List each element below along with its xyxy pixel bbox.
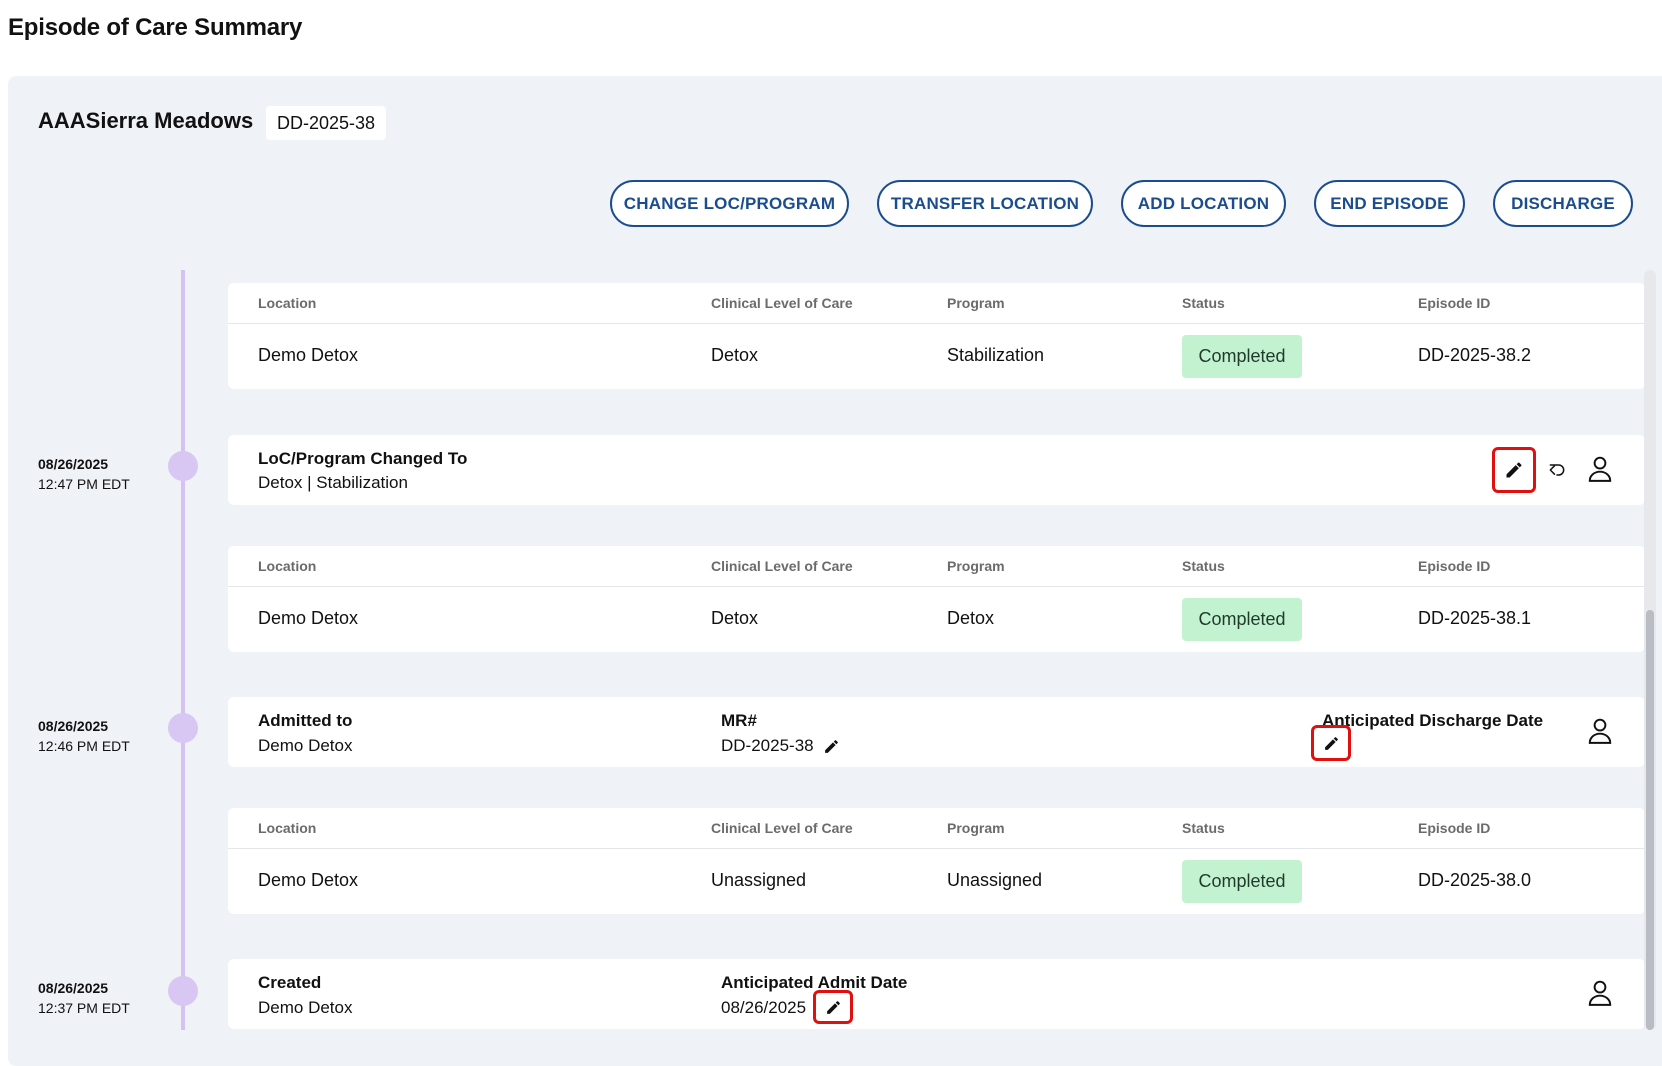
end-episode-button[interactable]: END EPISODE [1314, 180, 1465, 227]
edit-pencil-icon[interactable] [813, 990, 853, 1024]
episode-chip: DD-2025-38 [266, 106, 387, 140]
column-clinical-level: Clinical Level of Care [711, 295, 853, 311]
column-location: Location [258, 820, 317, 836]
cell-program: Stabilization [947, 345, 1045, 365]
timeline-line [181, 270, 185, 1030]
mr-value: DD-2025-38 [721, 736, 814, 755]
scrollbar-thumb[interactable] [1646, 610, 1654, 1030]
event-timestamp: 08/26/2025 12:37 PM EDT [38, 978, 130, 1018]
location-table: Location Clinical Level of Care Program … [228, 283, 1645, 389]
column-clinical-level: Clinical Level of Care [711, 820, 853, 836]
column-status: Status [1182, 558, 1225, 574]
column-program: Program [947, 558, 1005, 574]
page-title: Episode of Care Summary [8, 14, 303, 41]
cell-clinical-level: Detox [711, 608, 759, 628]
cell-clinical-level: Unassigned [711, 870, 807, 890]
column-location: Location [258, 295, 317, 311]
timeline-dot [168, 451, 198, 481]
discharge-button[interactable]: DISCHARGE [1493, 180, 1633, 227]
mr-label: MR# [721, 711, 757, 730]
event-date: 08/26/2025 [38, 980, 109, 996]
timeline-dot [168, 976, 198, 1006]
change-loc-program-button[interactable]: CHANGE LOC/PROGRAM [610, 180, 849, 227]
status-badge: Completed [1182, 598, 1302, 641]
event-card-created: Created Demo Detox Anticipated Admit Dat… [228, 959, 1645, 1029]
event-subtitle: Demo Detox [258, 736, 353, 755]
column-location: Location [258, 558, 317, 574]
edit-pencil-icon[interactable] [820, 735, 842, 757]
event-timestamp: 08/26/2025 12:47 PM EDT [38, 454, 130, 494]
location-table: Location Clinical Level of Care Program … [228, 546, 1645, 652]
column-clinical-level: Clinical Level of Care [711, 558, 853, 574]
edit-pencil-icon[interactable] [1492, 447, 1536, 493]
event-date: 08/26/2025 [38, 718, 109, 734]
cell-location: Demo Detox [258, 345, 359, 365]
column-program: Program [947, 295, 1005, 311]
facility-name: AAASierra Meadows [38, 108, 254, 133]
table-header: Location Clinical Level of Care Program … [228, 283, 1645, 324]
table-header: Location Clinical Level of Care Program … [228, 808, 1645, 849]
cell-episode-id: DD-2025-38.1 [1418, 608, 1532, 628]
user-icon[interactable] [1583, 714, 1617, 748]
cell-episode-id: DD-2025-38.0 [1418, 870, 1532, 890]
anticipated-admit-value: 08/26/2025 [721, 998, 807, 1017]
anticipated-admit-label: Anticipated Admit Date [721, 973, 908, 992]
event-subtitle: Demo Detox [258, 998, 353, 1017]
cell-location: Demo Detox [258, 870, 359, 890]
event-time: 12:37 PM EDT [38, 1000, 130, 1016]
undo-icon[interactable] [1542, 455, 1572, 485]
cell-location: Demo Detox [258, 608, 359, 628]
event-time: 12:46 PM EDT [38, 738, 130, 754]
event-time: 12:47 PM EDT [38, 476, 130, 492]
cell-clinical-level: Detox [711, 345, 759, 365]
cell-program: Unassigned [947, 870, 1043, 890]
column-program: Program [947, 820, 1005, 836]
column-status: Status [1182, 820, 1225, 836]
status-badge: Completed [1182, 860, 1302, 903]
timeline-dot [168, 713, 198, 743]
add-location-button[interactable]: ADD LOCATION [1121, 180, 1286, 227]
event-date: 08/26/2025 [38, 456, 109, 472]
column-status: Status [1182, 295, 1225, 311]
user-icon[interactable] [1583, 452, 1617, 486]
column-episode-id: Episode ID [1418, 558, 1491, 574]
location-table: Location Clinical Level of Care Program … [228, 808, 1645, 914]
event-card-admitted: Admitted to Demo Detox MR# DD-2025-38 An… [228, 697, 1645, 767]
anticipated-discharge-label: Anticipated Discharge Date [1322, 711, 1544, 730]
column-episode-id: Episode ID [1418, 295, 1491, 311]
table-header: Location Clinical Level of Care Program … [228, 546, 1645, 587]
status-badge: Completed [1182, 335, 1302, 378]
event-subtitle: Detox | Stabilization [258, 473, 408, 492]
transfer-location-button[interactable]: TRANSFER LOCATION [877, 180, 1093, 227]
event-title: Created [258, 973, 322, 992]
event-title: Admitted to [258, 711, 353, 730]
event-card-loc-change: LoC/Program Changed To Detox | Stabiliza… [228, 435, 1645, 505]
edit-pencil-icon[interactable] [1311, 725, 1351, 761]
cell-episode-id: DD-2025-38.2 [1418, 345, 1532, 365]
user-icon[interactable] [1583, 976, 1617, 1010]
event-title: LoC/Program Changed To [258, 449, 468, 468]
column-episode-id: Episode ID [1418, 820, 1491, 836]
event-timestamp: 08/26/2025 12:46 PM EDT [38, 716, 130, 756]
cell-program: Detox [947, 608, 995, 628]
